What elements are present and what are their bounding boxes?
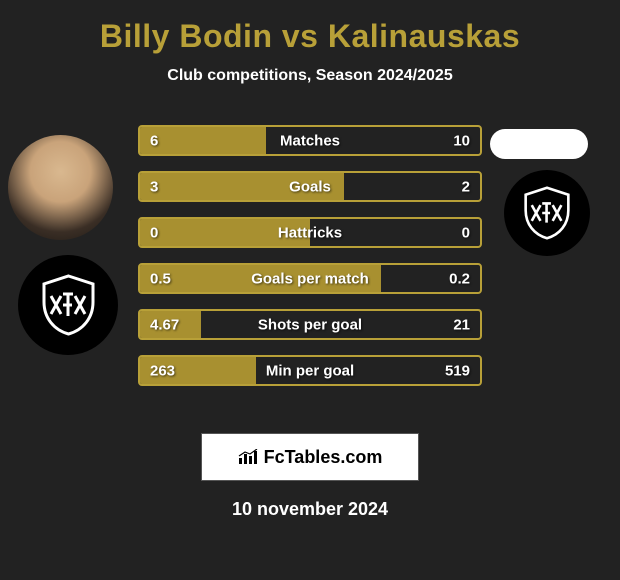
chart-icon (238, 449, 258, 465)
brand-badge: FcTables.com (201, 433, 419, 481)
stat-row: 6 Matches 10 (138, 125, 482, 156)
stat-right-value: 2 (462, 178, 470, 195)
player-right-avatar (490, 129, 588, 159)
stat-row: 263 Min per goal 519 (138, 355, 482, 386)
stat-row: 0.5 Goals per match 0.2 (138, 263, 482, 294)
stat-right-value: 21 (453, 316, 470, 333)
stat-left-value: 0.5 (150, 270, 171, 287)
stat-left-value: 3 (150, 178, 158, 195)
stat-right-value: 519 (445, 362, 470, 379)
stat-row: 4.67 Shots per goal 21 (138, 309, 482, 340)
stat-label: Goals per match (251, 270, 369, 287)
stat-label: Min per goal (266, 362, 354, 379)
brand-text: FcTables.com (264, 447, 383, 468)
stat-left-value: 263 (150, 362, 175, 379)
player-left-crest (18, 255, 118, 355)
stat-row: 3 Goals 2 (138, 171, 482, 202)
player-right-crest (504, 170, 590, 256)
stat-right-value: 10 (453, 132, 470, 149)
stat-label: Hattricks (278, 224, 342, 241)
shield-icon (41, 274, 96, 336)
subtitle: Club competitions, Season 2024/2025 (167, 67, 452, 85)
stat-label: Goals (289, 178, 331, 195)
stat-bars: 6 Matches 10 3 Goals 2 0 Hattricks 0 0.5 Goals per… (138, 125, 482, 386)
stat-right-value: 0 (462, 224, 470, 241)
stat-left-value: 4.67 (150, 316, 179, 333)
stat-left-value: 6 (150, 132, 158, 149)
player-left-avatar (8, 135, 113, 240)
date-text: 10 november 2024 (232, 499, 388, 520)
shield-icon (523, 186, 571, 240)
stat-label: Matches (280, 132, 340, 149)
stat-left-value: 0 (150, 224, 158, 241)
page-title: Billy Bodin vs Kalinauskas (100, 18, 520, 55)
stat-bar-fill (140, 127, 266, 154)
stat-right-value: 0.2 (449, 270, 470, 287)
stat-label: Shots per goal (258, 316, 362, 333)
stats-area: 6 Matches 10 3 Goals 2 0 Hattricks 0 0.5 Goals per… (0, 125, 620, 425)
stat-row: 0 Hattricks 0 (138, 217, 482, 248)
